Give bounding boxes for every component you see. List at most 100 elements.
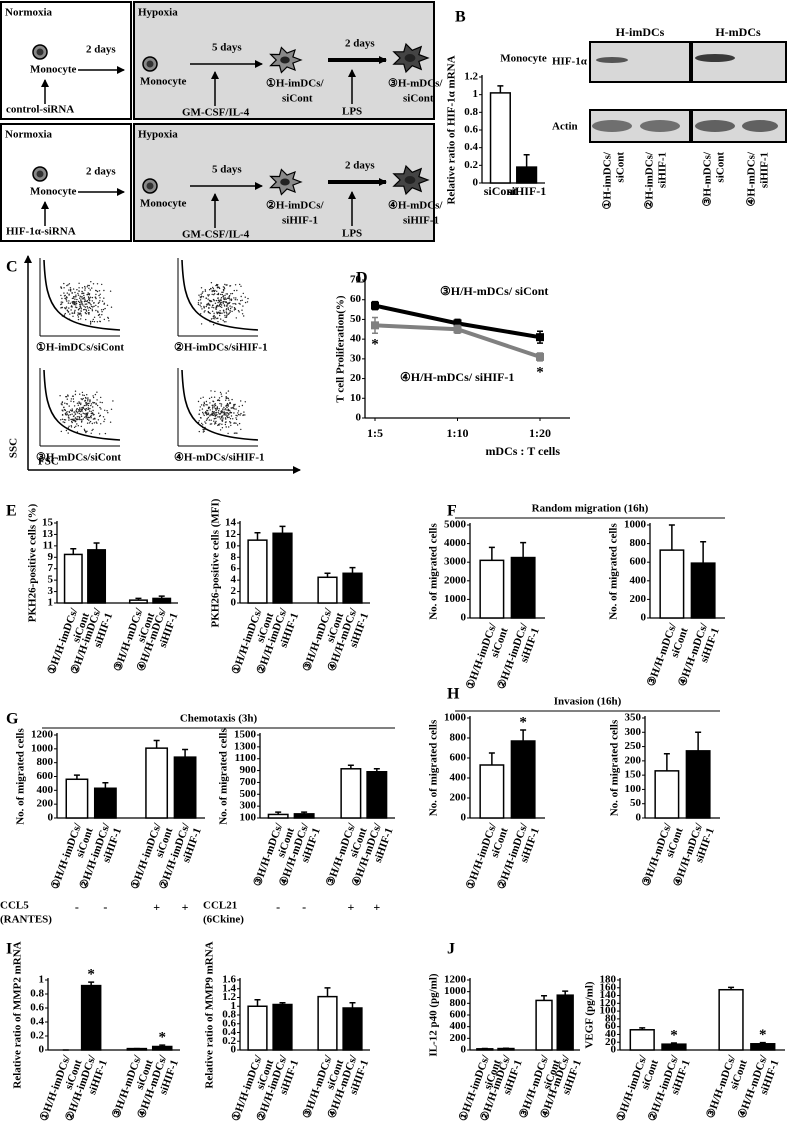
flow-dot xyxy=(74,393,77,396)
flow-dot xyxy=(202,424,204,426)
flow-dot xyxy=(225,396,227,398)
flow-dot xyxy=(101,311,103,313)
flow-dot xyxy=(236,432,238,434)
error-bar xyxy=(347,764,354,769)
y-axis-label: Relative ratio of MMP2 mRNA xyxy=(12,941,24,1088)
blot-band xyxy=(742,120,778,132)
flow-dot xyxy=(202,396,204,398)
panel-letter: G xyxy=(6,711,19,728)
flow-dot xyxy=(86,305,88,308)
y-tick-label: 1000 xyxy=(444,593,467,605)
flow-dot xyxy=(80,308,83,310)
flow-dot xyxy=(217,301,219,304)
flow-dot xyxy=(222,295,224,298)
flow-dot xyxy=(81,398,83,401)
flow-dot xyxy=(63,282,65,285)
gate xyxy=(43,259,121,331)
flow-dot xyxy=(65,414,67,416)
y-tick-label: 600 xyxy=(630,556,647,568)
flow-dot xyxy=(207,410,209,412)
flow-dot xyxy=(84,303,87,305)
flow-dot xyxy=(205,400,208,403)
axis-label: FSC xyxy=(38,456,59,468)
flow-dot xyxy=(85,417,87,419)
flow-dot xyxy=(229,409,231,412)
flow-dot xyxy=(90,305,93,308)
y-tick-label: 60 xyxy=(605,1020,617,1032)
flow-dot xyxy=(83,298,85,300)
duration: 2 days xyxy=(345,160,375,172)
flow-dot xyxy=(79,410,82,413)
flow-dot xyxy=(85,430,87,433)
axis-label: SSC xyxy=(8,438,20,458)
flow-dot xyxy=(207,294,209,296)
flow-dot xyxy=(217,292,220,295)
flow-dot xyxy=(222,419,224,421)
flow-dot xyxy=(73,426,76,429)
flow-dot xyxy=(92,418,95,420)
error-bar xyxy=(102,781,109,789)
flow-dot xyxy=(205,422,207,424)
flow-dot xyxy=(90,403,93,405)
flow-dot xyxy=(68,411,71,413)
gate xyxy=(43,369,121,441)
flow-dot xyxy=(230,424,232,427)
flow-dot xyxy=(225,412,227,414)
flow-dot xyxy=(103,318,106,321)
flow-dot xyxy=(76,410,78,413)
flow-dot xyxy=(240,285,242,287)
flow-dot xyxy=(215,299,218,302)
flow-dot xyxy=(60,430,62,433)
blot-band xyxy=(596,57,628,63)
y-tick-label: 30 xyxy=(350,352,362,364)
flow-dot xyxy=(229,307,232,310)
flow-dot xyxy=(216,287,219,289)
bar xyxy=(659,549,685,619)
cell-state: ④H-mDCs/ xyxy=(388,200,443,212)
flow-dot xyxy=(227,297,230,300)
flow-dot xyxy=(68,307,70,309)
flow-dot xyxy=(92,306,94,308)
flow-dot xyxy=(77,292,79,295)
flow-dot xyxy=(236,415,238,417)
flow-dot xyxy=(84,306,87,308)
flow-dot xyxy=(225,308,228,310)
flow-dot xyxy=(212,298,215,301)
flow-dot xyxy=(102,416,105,418)
flow-dot xyxy=(79,295,81,297)
y-tick-label: 1300 xyxy=(234,740,257,752)
error-bar xyxy=(562,990,569,996)
flow-dot xyxy=(85,318,87,321)
flow-dot xyxy=(201,308,203,310)
flow-dot xyxy=(61,414,64,416)
error-bar xyxy=(349,566,356,574)
flow-dot xyxy=(233,405,235,407)
flow-dot xyxy=(89,415,92,418)
flow-dot xyxy=(68,300,70,302)
flow-dot xyxy=(73,415,75,417)
flow-dot xyxy=(222,291,224,293)
flow-dot xyxy=(73,311,76,313)
y-tick-label: 0 xyxy=(641,612,647,624)
flow-dot xyxy=(66,398,69,400)
flow-dot xyxy=(226,402,229,405)
flow-dot xyxy=(215,412,218,414)
flow-dot xyxy=(79,305,82,307)
normoxia-box xyxy=(0,1,132,120)
flow-dot xyxy=(112,400,114,402)
bar xyxy=(479,764,505,819)
flow-dot xyxy=(212,315,214,318)
flow-dot xyxy=(101,300,104,302)
flow-dot xyxy=(225,316,228,318)
flow-dot xyxy=(76,423,78,425)
y-tick-label: 0 xyxy=(48,812,54,824)
flow-dot xyxy=(218,408,220,410)
flow-dot xyxy=(203,404,205,406)
flow-dot xyxy=(66,292,69,294)
flow-dot xyxy=(83,428,86,430)
flow-dot xyxy=(80,398,82,400)
flow-dot xyxy=(221,293,223,296)
flow-dot xyxy=(81,298,84,300)
flow-dot xyxy=(87,416,89,419)
flow-dot xyxy=(106,304,109,306)
